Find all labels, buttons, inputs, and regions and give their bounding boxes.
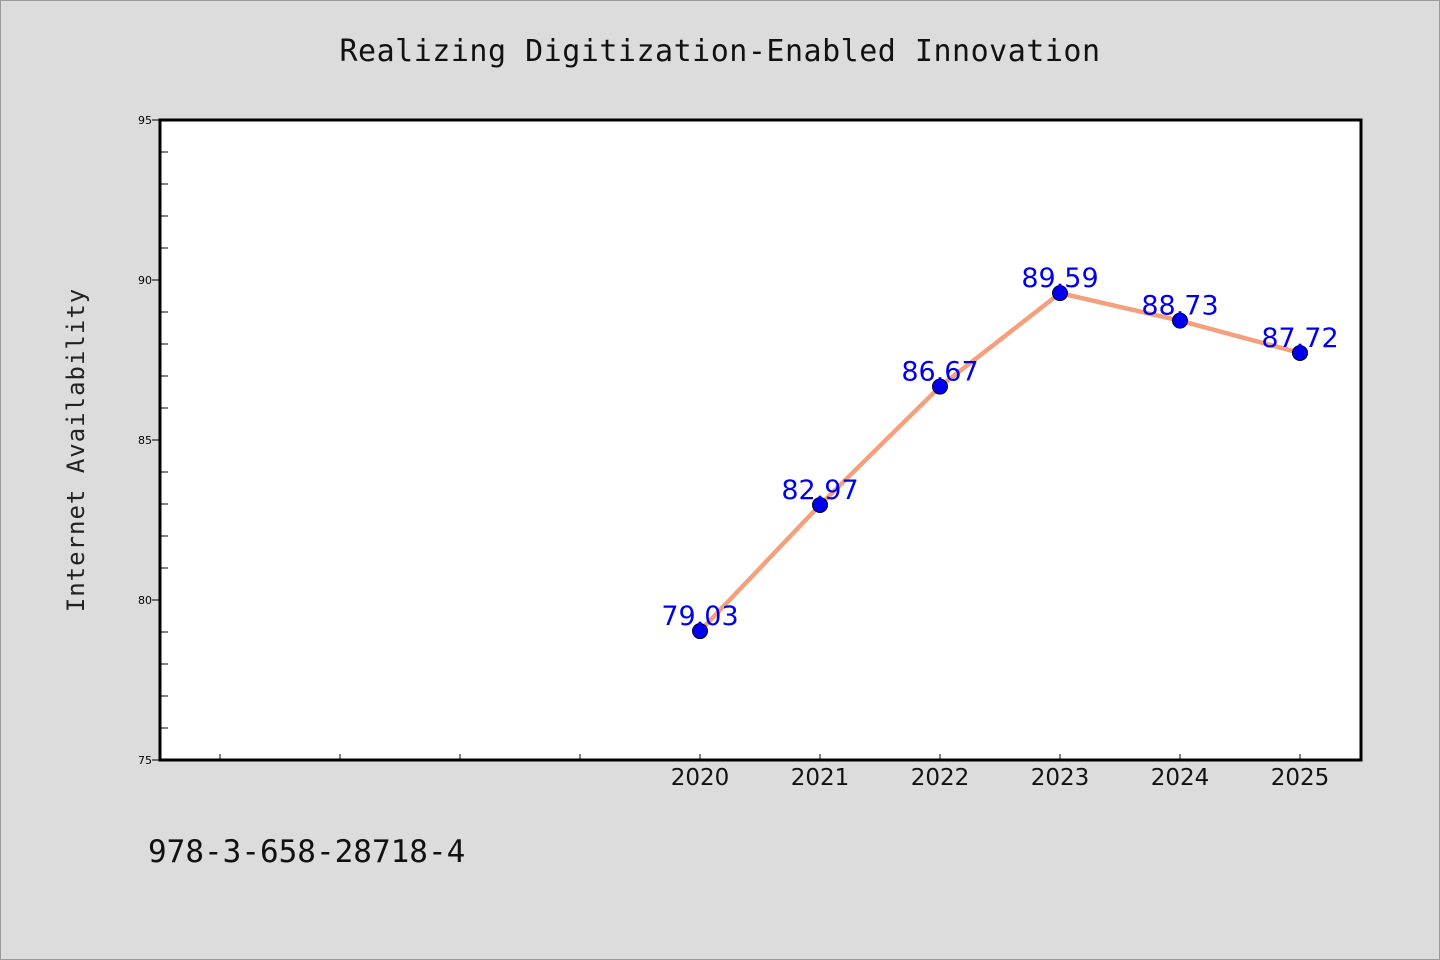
x-tick-label: 2022 bbox=[911, 765, 970, 791]
x-tick-label: 2024 bbox=[1151, 765, 1210, 791]
x-tick-label: 2025 bbox=[1271, 765, 1330, 791]
series-line bbox=[697, 290, 1303, 634]
data-label: 88.73 bbox=[1141, 291, 1218, 322]
data-label: 79.03 bbox=[661, 601, 738, 632]
data-point bbox=[1172, 312, 1188, 329]
y-tick-label: 85 bbox=[138, 434, 152, 447]
data-point bbox=[812, 496, 828, 513]
data-label: 82.97 bbox=[781, 475, 858, 506]
x-tick-label: 2023 bbox=[1031, 765, 1090, 791]
axis-ticks: 75 80 85 90 95 2020 2021 2022 2023 2024 2025 bbox=[138, 114, 1329, 791]
data-label: 89.59 bbox=[1021, 263, 1098, 294]
y-tick-label: 80 bbox=[138, 594, 152, 607]
chart-title: Realizing Digitization-Enabled Innovatio… bbox=[339, 34, 1101, 69]
y-tick-label: 90 bbox=[138, 274, 152, 287]
data-point bbox=[692, 623, 708, 640]
series-line-layer bbox=[697, 290, 1303, 634]
y-tick-label: 95 bbox=[138, 114, 152, 127]
data-point bbox=[1292, 344, 1308, 361]
isbn-text: 978-3-658-28718-4 bbox=[148, 834, 466, 870]
data-point bbox=[932, 378, 948, 395]
data-label: 87.72 bbox=[1261, 323, 1338, 354]
x-tick-label: 2020 bbox=[671, 765, 730, 791]
data-point bbox=[1052, 285, 1068, 302]
plot-area bbox=[158, 118, 1363, 762]
series-marker-layer bbox=[692, 285, 1308, 640]
data-label: 86.67 bbox=[901, 357, 978, 388]
y-tick-label: 75 bbox=[138, 754, 152, 767]
data-label-layer: 79.03 82.97 86.67 89.59 88.73 87.72 bbox=[661, 263, 1338, 632]
x-tick-label: 2021 bbox=[791, 765, 850, 791]
